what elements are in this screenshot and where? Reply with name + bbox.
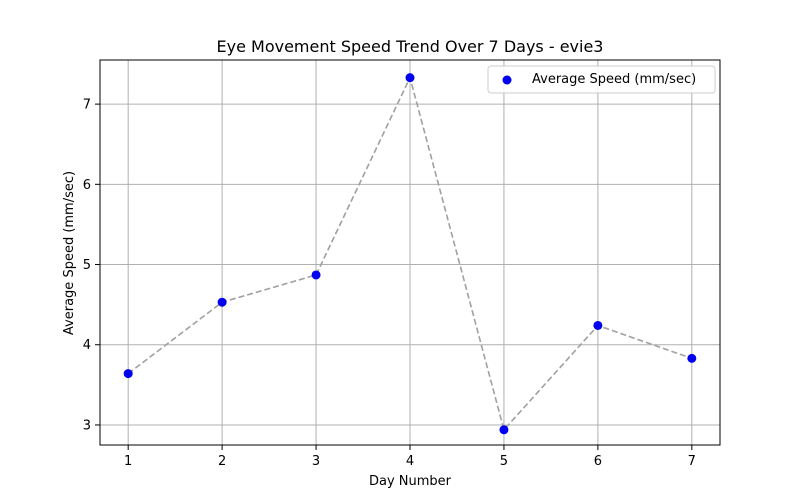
grid-layer — [100, 60, 720, 445]
chart-title: Eye Movement Speed Trend Over 7 Days - e… — [217, 37, 604, 56]
data-point — [687, 353, 697, 363]
data-point — [123, 369, 133, 379]
data-point — [593, 320, 603, 330]
data-point — [217, 297, 227, 307]
x-tick-label: 6 — [594, 454, 602, 469]
y-axis-label: Average Speed (mm/sec) — [62, 171, 77, 335]
x-tick-label: 1 — [124, 454, 132, 469]
data-point — [405, 73, 415, 83]
y-tick-label: 3 — [83, 418, 91, 433]
y-tick-label: 4 — [83, 338, 91, 353]
y-axis-ticks: 3 4 5 6 7 — [83, 98, 100, 433]
x-tick-label: 4 — [406, 454, 414, 469]
x-axis-label: Day Number — [369, 474, 452, 489]
x-tick-label: 2 — [218, 454, 226, 469]
x-tick-label: 7 — [688, 454, 696, 469]
y-tick-label: 5 — [83, 258, 91, 273]
x-tick-label: 5 — [500, 454, 508, 469]
x-axis-ticks: 1 2 3 4 5 6 7 — [124, 445, 696, 469]
data-point — [311, 270, 321, 280]
legend: Average Speed (mm/sec) — [487, 65, 716, 94]
y-tick-label: 6 — [83, 178, 91, 193]
data-points-layer — [123, 73, 697, 435]
y-tick-label: 7 — [83, 98, 91, 113]
legend-label: Average Speed (mm/sec) — [532, 72, 696, 87]
x-tick-label: 3 — [312, 454, 320, 469]
legend-box — [487, 65, 716, 94]
legend-marker — [502, 75, 512, 85]
data-point — [499, 425, 509, 435]
